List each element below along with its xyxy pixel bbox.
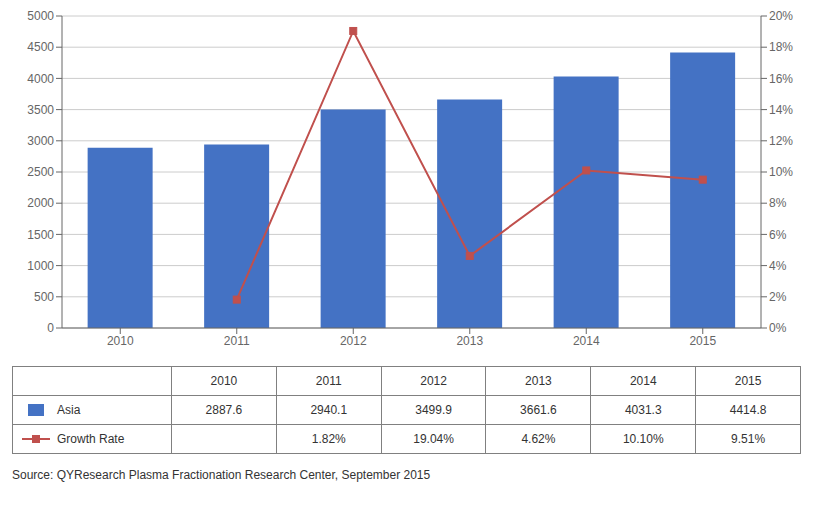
html-text:1.82%: 1.82% xyxy=(311,432,346,446)
svg-text:4%: 4% xyxy=(769,259,787,273)
html-text:2014: 2014 xyxy=(629,374,657,388)
svg-text:14%: 14% xyxy=(769,103,793,117)
svg-text:8%: 8% xyxy=(769,196,787,210)
svg-text:0: 0 xyxy=(47,321,54,335)
svg-text:2013: 2013 xyxy=(456,334,483,348)
html-text:2940.1: 2940.1 xyxy=(310,403,348,417)
svg-text:3500: 3500 xyxy=(27,103,54,117)
html-text:2010: 2010 xyxy=(210,374,238,388)
html-text:2011: 2011 xyxy=(315,374,342,388)
html-text:4031.3: 4031.3 xyxy=(624,403,662,417)
svg-text:10%: 10% xyxy=(769,165,793,179)
html-text:10.10%: 10.10% xyxy=(622,432,664,446)
svg-text:16%: 16% xyxy=(769,72,793,86)
html-text:Growth Rate: Growth Rate xyxy=(57,432,125,446)
svg-text:2012: 2012 xyxy=(340,334,367,348)
html-text:4.62%: 4.62% xyxy=(521,432,556,446)
html-text:Asia: Asia xyxy=(57,403,81,417)
svg-text:500: 500 xyxy=(34,290,54,304)
svg-text:6%: 6% xyxy=(769,228,787,242)
html-text:2015: 2015 xyxy=(734,374,762,388)
svg-text:4500: 4500 xyxy=(27,40,54,54)
html-text:3499.9: 3499.9 xyxy=(415,403,452,417)
html-text:9.51%: 9.51% xyxy=(731,432,766,446)
html-text:3661.6: 3661.6 xyxy=(520,403,557,417)
html-text:2013: 2013 xyxy=(525,374,552,388)
svg-text:5000: 5000 xyxy=(27,9,54,23)
html-text:2887.6: 2887.6 xyxy=(205,403,243,417)
html-text:Source: QYResearch Plasma Frac: Source: QYResearch Plasma Fractionation … xyxy=(12,468,431,482)
svg-text:2000: 2000 xyxy=(27,196,54,210)
svg-text:20%: 20% xyxy=(769,9,793,23)
svg-text:2%: 2% xyxy=(769,290,787,304)
svg-text:3000: 3000 xyxy=(27,134,54,148)
html-text:4414.8: 4414.8 xyxy=(729,403,767,417)
svg-text:1500: 1500 xyxy=(27,228,54,242)
svg-text:1000: 1000 xyxy=(27,259,54,273)
svg-text:2010: 2010 xyxy=(107,334,134,348)
html-text:19.04%: 19.04% xyxy=(413,432,454,446)
svg-text:0%: 0% xyxy=(769,321,787,335)
svg-text:2015: 2015 xyxy=(689,334,716,348)
svg-text:4000: 4000 xyxy=(27,72,54,86)
html-text:2012: 2012 xyxy=(420,374,447,388)
svg-text:18%: 18% xyxy=(769,40,793,54)
svg-text:2014: 2014 xyxy=(573,334,600,348)
svg-text:2500: 2500 xyxy=(27,165,54,179)
svg-text:2011: 2011 xyxy=(224,334,250,348)
svg-text:12%: 12% xyxy=(769,134,793,148)
